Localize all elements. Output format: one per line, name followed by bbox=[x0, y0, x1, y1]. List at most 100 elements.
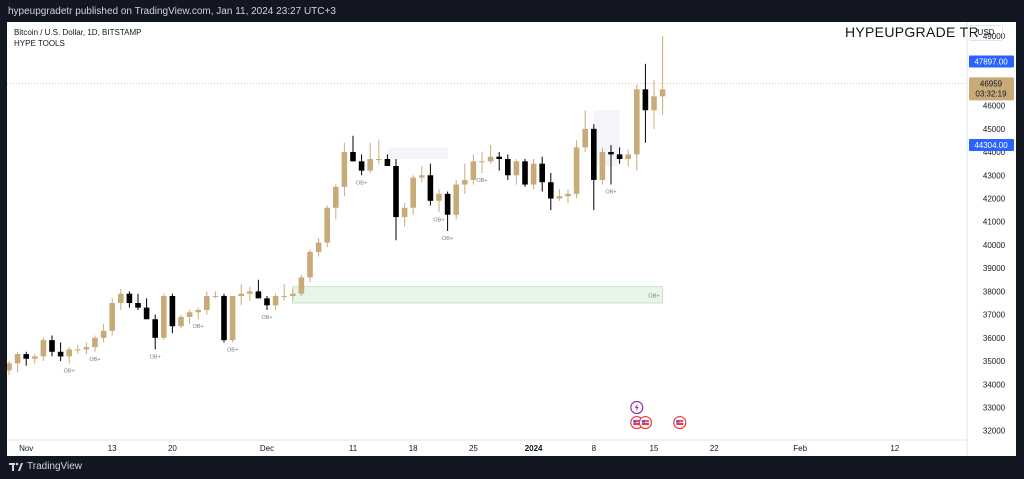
candle-body[interactable] bbox=[75, 349, 81, 351]
candle-body[interactable] bbox=[487, 156, 494, 162]
ob-box bbox=[387, 147, 448, 160]
candle-body[interactable] bbox=[548, 182, 554, 199]
candle-body[interactable] bbox=[410, 177, 416, 208]
candle-body[interactable] bbox=[7, 363, 12, 371]
candle-body[interactable] bbox=[642, 89, 649, 111]
candle-body[interactable] bbox=[23, 354, 29, 359]
x-tick-label: Nov bbox=[19, 444, 33, 453]
candle-body[interactable] bbox=[238, 293, 244, 297]
x-tick-label: 8 bbox=[592, 444, 597, 453]
flag-stripe-white bbox=[633, 421, 641, 423]
candle-body[interactable] bbox=[384, 159, 391, 166]
candle-body[interactable] bbox=[307, 251, 313, 278]
candle-body[interactable] bbox=[393, 165, 399, 218]
candle-body[interactable] bbox=[247, 291, 253, 294]
candle-body[interactable] bbox=[496, 156, 502, 160]
candle-body[interactable] bbox=[14, 354, 21, 364]
candle-body[interactable] bbox=[573, 147, 580, 194]
candle-body[interactable] bbox=[161, 296, 167, 338]
candle-body[interactable] bbox=[32, 356, 38, 359]
y-tick-label: 40000 bbox=[983, 241, 1006, 250]
candle-body[interactable] bbox=[204, 296, 210, 310]
candle-body[interactable] bbox=[505, 159, 511, 176]
candle-body[interactable] bbox=[92, 337, 98, 348]
candle-body[interactable] bbox=[57, 351, 64, 357]
candle-body[interactable] bbox=[178, 316, 184, 327]
candle-body[interactable] bbox=[341, 152, 348, 187]
currency-button[interactable]: USD bbox=[969, 25, 1003, 41]
y-tick-label: 35000 bbox=[983, 357, 1006, 366]
candle-body[interactable] bbox=[419, 175, 425, 178]
candle-body[interactable] bbox=[470, 161, 477, 180]
x-tick-label: Feb bbox=[793, 444, 807, 453]
candle-body[interactable] bbox=[616, 154, 623, 160]
candle-body[interactable] bbox=[599, 152, 606, 180]
candle-body[interactable] bbox=[530, 163, 537, 185]
candle-body[interactable] bbox=[479, 161, 485, 163]
candle-body[interactable] bbox=[109, 302, 115, 331]
candle-body[interactable] bbox=[453, 184, 459, 215]
ob-label: OB+ bbox=[356, 180, 367, 186]
candle-body[interactable] bbox=[221, 296, 227, 341]
candle-body[interactable] bbox=[118, 293, 124, 303]
bar-countdown: 03:32:19 bbox=[975, 89, 1007, 98]
candle-body[interactable] bbox=[298, 277, 305, 294]
candle-body[interactable] bbox=[358, 161, 365, 171]
candle-body[interactable] bbox=[290, 293, 296, 297]
symbol-title: Bitcoin / U.S. Dollar, 1D, BITSTAMP bbox=[14, 28, 142, 37]
y-tick-label: 49000 bbox=[983, 32, 1006, 41]
candle-body[interactable] bbox=[651, 96, 657, 111]
candle-body[interactable] bbox=[659, 89, 666, 97]
candle-body[interactable] bbox=[195, 309, 201, 313]
candle-body[interactable] bbox=[186, 312, 193, 317]
x-tick-label: 22 bbox=[710, 444, 719, 453]
candle-body[interactable] bbox=[169, 296, 176, 327]
candle-body[interactable] bbox=[281, 296, 287, 298]
candle-body[interactable] bbox=[427, 175, 434, 201]
candle-body[interactable] bbox=[324, 207, 330, 243]
candle-body[interactable] bbox=[608, 152, 614, 155]
candle-body[interactable] bbox=[333, 186, 339, 208]
publish-bar: hypeupgradetr published on TradingView.c… bbox=[0, 0, 1024, 22]
candle-body[interactable] bbox=[513, 161, 520, 176]
candle-body[interactable] bbox=[152, 319, 158, 338]
candle-body[interactable] bbox=[229, 296, 236, 341]
candle-body[interactable] bbox=[582, 128, 588, 148]
candle-body[interactable] bbox=[66, 349, 72, 357]
candle-body[interactable] bbox=[436, 193, 442, 201]
candle-body[interactable] bbox=[135, 302, 141, 308]
y-tick-label: 39000 bbox=[983, 264, 1006, 273]
candle-body[interactable] bbox=[462, 179, 468, 185]
candle-body[interactable] bbox=[126, 293, 133, 303]
candle-body[interactable] bbox=[143, 307, 150, 320]
candle-body[interactable] bbox=[444, 193, 451, 215]
tradingview-brand[interactable]: TradingView bbox=[9, 461, 82, 472]
flag-canton bbox=[676, 420, 680, 423]
candle-body[interactable] bbox=[539, 163, 545, 183]
candle-body[interactable] bbox=[255, 291, 262, 299]
candle-body[interactable] bbox=[522, 161, 528, 185]
candle-body[interactable] bbox=[350, 152, 356, 162]
candle-body[interactable] bbox=[315, 242, 322, 252]
flag-stripe-white bbox=[676, 421, 684, 423]
candle-body[interactable] bbox=[565, 193, 571, 197]
ob-label: OB+ bbox=[476, 178, 487, 184]
candle-body[interactable] bbox=[100, 330, 107, 338]
candle-body[interactable] bbox=[40, 340, 47, 357]
candle-body[interactable] bbox=[401, 207, 408, 218]
candle-body[interactable] bbox=[49, 340, 55, 352]
candle-body[interactable] bbox=[264, 298, 270, 306]
candlestick-chart[interactable]: OB+ OB+ OB+ OB+ OB+ OB+ OB+ OB+ OB+ OB+ OB+ OB+ 3200… bbox=[7, 22, 1016, 456]
candle-body[interactable] bbox=[272, 296, 279, 306]
candle-body[interactable] bbox=[212, 296, 219, 298]
candle-body[interactable] bbox=[556, 196, 563, 199]
candle-body[interactable] bbox=[625, 154, 631, 160]
x-tick-label: 15 bbox=[650, 444, 659, 453]
ob-box bbox=[593, 110, 620, 166]
candle-body[interactable] bbox=[83, 347, 90, 350]
candle-body[interactable] bbox=[367, 159, 373, 171]
flag-canton bbox=[633, 420, 637, 423]
candle-body[interactable] bbox=[591, 128, 597, 180]
candle-body[interactable] bbox=[376, 159, 382, 161]
candle-body[interactable] bbox=[634, 89, 640, 155]
